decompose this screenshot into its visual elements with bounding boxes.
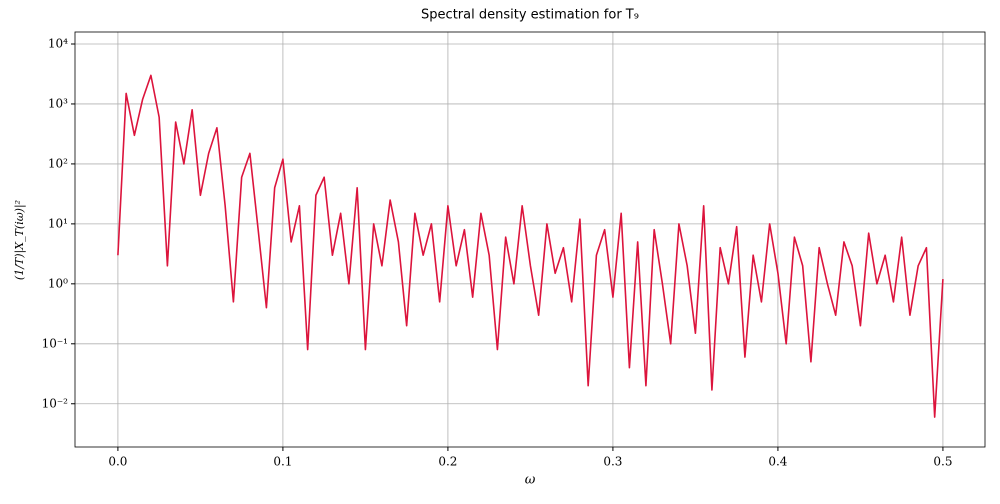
data-line bbox=[117, 74, 944, 418]
x-tick-label: 0.5 bbox=[933, 455, 952, 469]
y-tick-label: 10¹ bbox=[48, 216, 68, 230]
y-tick-label: 10³ bbox=[48, 96, 68, 110]
x-tick-label: 0.2 bbox=[438, 455, 457, 469]
y-tick-label: 10⁻² bbox=[42, 396, 69, 410]
x-tick-label: 0.1 bbox=[273, 455, 292, 469]
y-tick-label: 10⁰ bbox=[48, 276, 68, 290]
x-tick-label: 0.3 bbox=[603, 455, 622, 469]
y-tick-label: 10⁻¹ bbox=[42, 336, 68, 350]
x-tick-label: 0.4 bbox=[768, 455, 787, 469]
x-axis-label: ω bbox=[525, 473, 536, 488]
y-tick-label: 10² bbox=[48, 156, 68, 170]
x-tick-label: 0.0 bbox=[108, 455, 127, 469]
y-axis-label: (1/T)|X_T(iω)|² bbox=[13, 200, 27, 280]
y-tick-label: 10⁴ bbox=[48, 36, 68, 50]
plot-frame bbox=[74, 31, 986, 448]
chart-title: Spectral density estimation for T₉ bbox=[421, 8, 639, 23]
